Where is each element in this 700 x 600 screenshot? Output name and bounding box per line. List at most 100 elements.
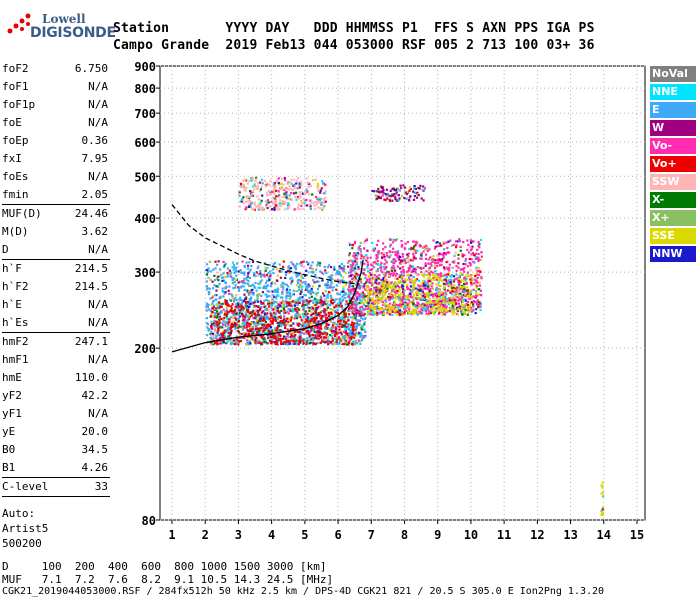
echo-point (347, 313, 351, 316)
param-row: h`Es N/A (0, 314, 112, 332)
echo-point (275, 180, 278, 183)
echo-point (373, 266, 376, 269)
echo-point (343, 293, 346, 296)
param-row: foEp 0.36 (0, 132, 112, 150)
echo-point (221, 287, 224, 290)
echo-point (448, 297, 451, 300)
echo-point (277, 190, 280, 193)
echo-point (256, 206, 259, 209)
echo-point (289, 328, 293, 331)
echo-point (305, 329, 308, 332)
echo-point (278, 195, 281, 198)
echo-point (442, 266, 445, 269)
echo-point (402, 271, 405, 274)
echo-point (289, 181, 292, 184)
echo-point (324, 200, 327, 203)
echo-point (264, 184, 267, 187)
echo-point (211, 334, 215, 337)
echo-point (453, 304, 456, 307)
y-tick-label: 600 (134, 136, 156, 150)
echo-point (271, 320, 274, 323)
echo-point (346, 261, 350, 264)
echo-point (224, 291, 227, 294)
echo-point (290, 333, 293, 336)
echo-point (293, 195, 296, 198)
echo-point (285, 335, 288, 338)
echo-point (310, 319, 313, 322)
echo-point (250, 194, 253, 197)
echo-point (229, 329, 232, 332)
echo-point (223, 264, 226, 267)
echo-point (263, 312, 266, 315)
echo-point (240, 302, 243, 305)
echo-point (249, 299, 252, 302)
echo-point (266, 267, 269, 270)
echo-point (376, 251, 379, 254)
echo-point (437, 299, 440, 302)
echo-point (457, 288, 460, 291)
echo-point (224, 301, 227, 304)
echo-point (432, 255, 435, 258)
echo-point (288, 338, 291, 341)
echo-point (432, 271, 435, 274)
echo-point (341, 299, 344, 303)
echo-point (370, 303, 373, 307)
echo-point (441, 279, 444, 282)
param-value: 214.5 (74, 262, 108, 275)
echo-point (308, 193, 311, 196)
echo-point (339, 317, 342, 320)
echo-point (464, 308, 467, 312)
echo-point (455, 302, 458, 305)
echo-point (338, 322, 341, 325)
echo-point (388, 256, 391, 259)
echo-point (433, 275, 436, 278)
echo-point (444, 273, 447, 276)
echo-point (318, 320, 321, 323)
echo-point (445, 305, 448, 308)
echo-point (438, 242, 442, 245)
echo-point (205, 285, 208, 288)
echo-point (250, 202, 253, 205)
echo-point (307, 283, 310, 286)
echo-point (310, 271, 313, 274)
echo-point (427, 308, 430, 311)
echo-point (264, 320, 268, 323)
echo-point (303, 307, 306, 310)
echo-point (474, 312, 477, 315)
echo-point (347, 325, 350, 328)
echo-point (223, 334, 226, 337)
echo-point (458, 295, 461, 299)
echo-point (312, 271, 315, 274)
echo-point (468, 251, 471, 254)
echo-point (361, 326, 364, 329)
param-value: 214.5 (74, 280, 108, 293)
echo-point (351, 259, 354, 262)
echo-point (249, 329, 252, 333)
echo-point (324, 318, 328, 321)
echo-point (238, 303, 241, 306)
echo-point (294, 314, 297, 317)
echo-point (416, 250, 419, 253)
echo-point (479, 289, 482, 292)
echo-point (419, 289, 422, 292)
echo-point (227, 275, 230, 278)
echo-point (385, 300, 388, 303)
echo-point (358, 313, 362, 316)
echo-point (431, 282, 434, 285)
echo-point (422, 309, 426, 312)
param-value: N/A (88, 298, 108, 311)
echo-point (310, 289, 314, 292)
echo-point (246, 290, 249, 294)
echo-point (301, 301, 305, 304)
echo-point (441, 258, 444, 261)
echo-point (234, 286, 237, 289)
echo-point (447, 281, 451, 285)
echo-point (212, 332, 215, 335)
echo-point (266, 334, 269, 337)
echo-point (360, 310, 363, 314)
echo-point (366, 267, 369, 270)
echo-point (435, 287, 438, 290)
echo-point (225, 313, 229, 316)
echo-point (448, 283, 451, 286)
echo-point (299, 196, 302, 199)
